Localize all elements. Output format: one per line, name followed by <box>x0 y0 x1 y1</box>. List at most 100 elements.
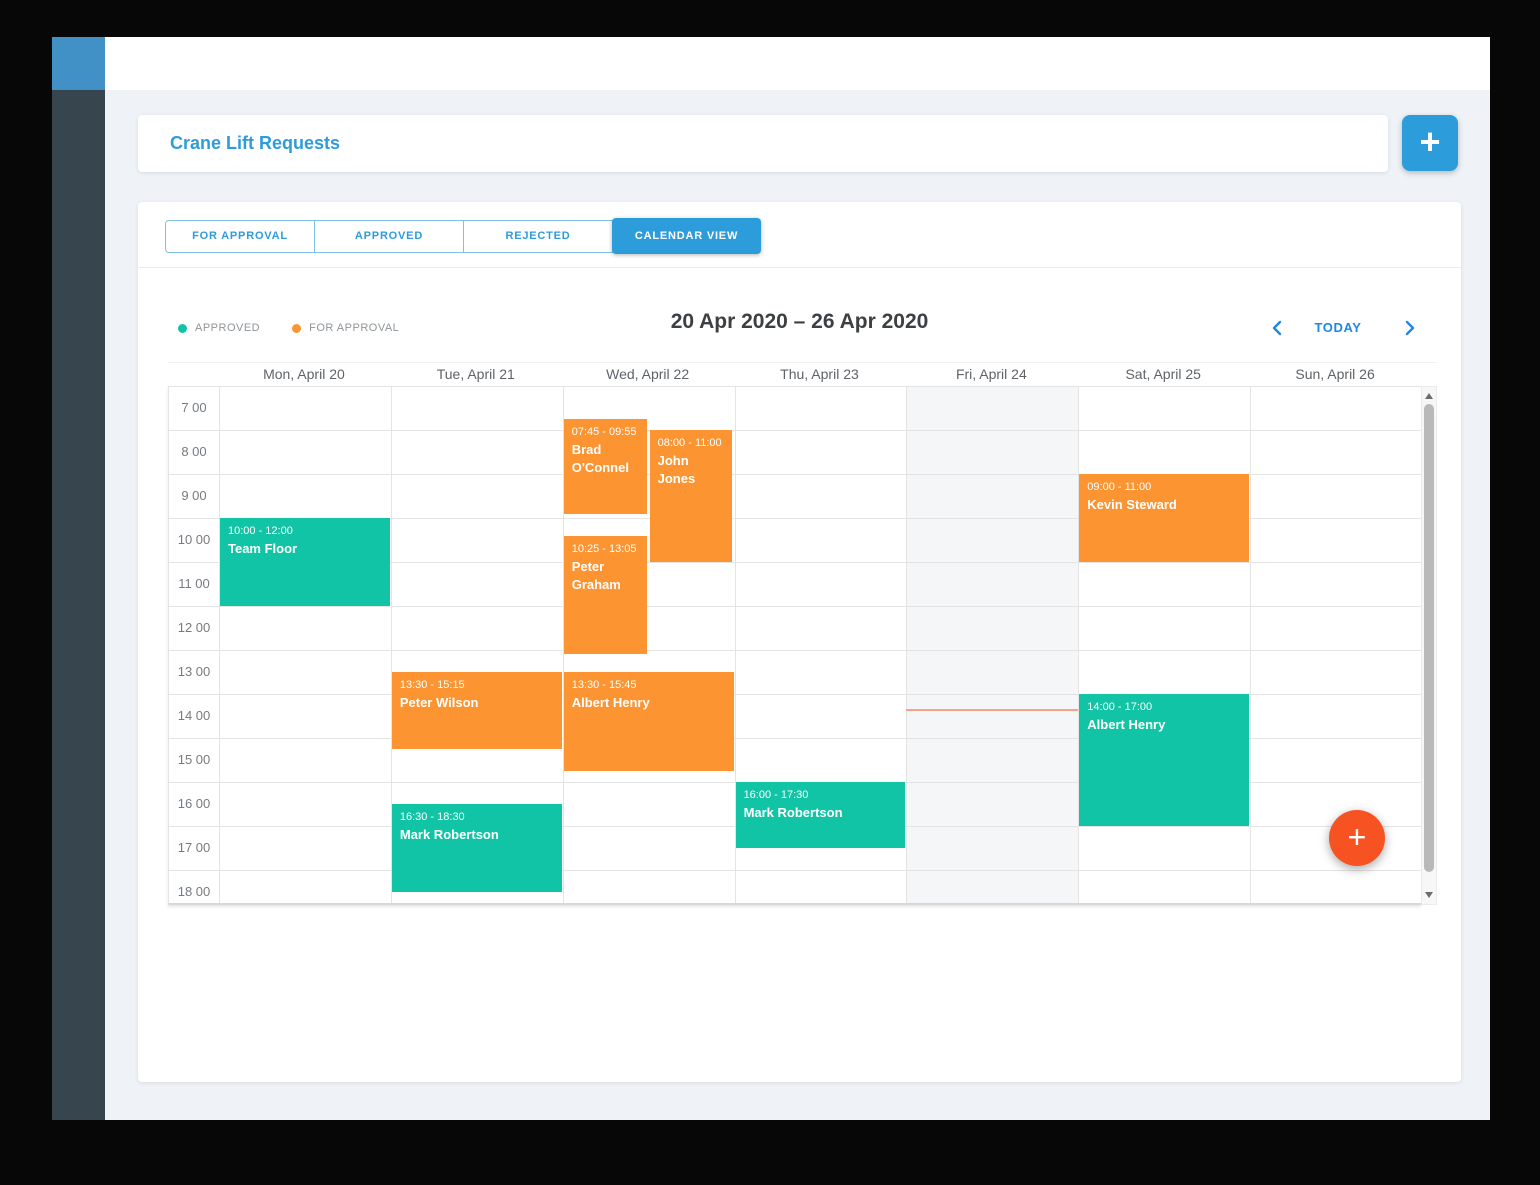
day-column-divider <box>390 386 392 903</box>
event-title: Albert Henry <box>571 695 650 710</box>
current-time-indicator <box>906 708 1079 711</box>
status-legend: APPROVED FOR APPROVAL <box>178 322 399 334</box>
calendar-event[interactable]: 07:45 - 09:55 Brad O'Connel <box>563 419 647 515</box>
hour-row <box>169 518 1421 562</box>
top-navbar <box>105 37 1490 90</box>
event-title: John Jones <box>657 453 696 486</box>
time-label: 11 00 <box>178 576 210 591</box>
calendar-event[interactable]: 08:00 - 11:00 John Jones <box>649 430 732 562</box>
scroll-up-arrow-icon[interactable] <box>1422 389 1436 403</box>
hour-row <box>169 430 1421 474</box>
hour-row <box>169 870 1421 903</box>
next-week-button[interactable] <box>1399 316 1421 343</box>
event-time-range: 16:30 - 18:30 <box>399 811 465 823</box>
plus-icon: + <box>1419 120 1441 162</box>
page-title: Crane Lift Requests <box>170 133 341 153</box>
add-request-button[interactable]: + <box>1402 115 1458 171</box>
calendar-event[interactable]: 09:00 - 11:00 Kevin Steward <box>1079 474 1250 562</box>
calendar-event[interactable]: 16:30 - 18:30 Mark Robertson <box>391 804 562 892</box>
tab-calendar-view[interactable]: CALENDAR VIEW <box>612 218 761 254</box>
tab-for-approval[interactable]: FOR APPROVAL <box>165 219 315 253</box>
tabs-divider <box>138 267 1461 268</box>
day-header: Wed, April 22 <box>606 366 690 382</box>
app-window: Crane Lift Requests + FOR APPROVAL APPROV… <box>52 37 1490 1120</box>
event-title: Team Floor <box>228 541 298 556</box>
for-approval-dot-icon <box>292 323 302 333</box>
day-column[interactable] <box>219 386 391 903</box>
time-label: 13 00 <box>177 664 211 679</box>
day-header-row: Mon, April 20 Tue, April 21 Wed, April 22 T… <box>168 362 1437 386</box>
legend-label: APPROVED <box>195 322 261 334</box>
day-column-divider <box>734 386 736 903</box>
scroll-down-arrow-icon[interactable] <box>1422 888 1436 902</box>
tab-approved[interactable]: APPROVED <box>314 219 464 253</box>
hour-row <box>169 474 1421 518</box>
day-column-divider <box>906 386 908 903</box>
chevron-right-icon <box>1405 320 1415 336</box>
event-time-range: 16:00 - 17:30 <box>743 789 809 801</box>
view-tabs: FOR APPROVAL APPROVED REJECTED CALENDAR VIE… <box>165 217 761 255</box>
event-time-range: 07:45 - 09:55 <box>571 426 637 438</box>
calendar-event[interactable]: 13:30 - 15:15 Peter Wilson <box>391 672 562 749</box>
hour-row <box>169 694 1421 738</box>
time-label: 18 00 <box>177 884 211 899</box>
day-header: Fri, April 24 <box>955 366 1027 382</box>
day-column-divider <box>1250 386 1252 903</box>
sidebar <box>52 90 105 1120</box>
tab-rejected[interactable]: REJECTED <box>463 219 613 253</box>
add-event-fab[interactable]: + <box>1329 810 1385 866</box>
event-time-range: 13:30 - 15:15 <box>399 679 465 691</box>
today-button[interactable]: TODAY <box>1306 314 1370 341</box>
hour-row <box>169 650 1421 694</box>
calendar-event[interactable]: 16:00 - 17:30 Mark Robertson <box>735 782 906 848</box>
main-content-card: FOR APPROVAL APPROVED REJECTED CALENDAR VIE… <box>138 202 1461 1082</box>
time-label: 14 00 <box>177 708 211 723</box>
day-header: Sun, April 26 <box>1295 366 1375 382</box>
hour-row <box>169 738 1421 782</box>
event-title: Mark Robertson <box>399 827 499 842</box>
time-label: 10 00 <box>177 532 211 547</box>
plus-icon: + <box>1347 818 1367 855</box>
calendar-event[interactable]: 14:00 - 17:00 Albert Henry <box>1079 694 1250 826</box>
time-label: 9 00 <box>181 488 207 503</box>
page-header-card: Crane Lift Requests <box>138 115 1388 172</box>
hour-row <box>169 386 1421 430</box>
day-header: Sat, April 25 <box>1125 366 1201 382</box>
hour-row <box>169 606 1421 650</box>
calendar-vertical-scrollbar[interactable] <box>1421 386 1437 905</box>
time-label: 15 00 <box>177 752 211 767</box>
time-gutter-divider <box>219 386 220 903</box>
event-title: Brad O'Connel <box>571 442 629 475</box>
event-title: Mark Robertson <box>743 805 843 820</box>
legend-item-for-approval: FOR APPROVAL <box>292 322 399 334</box>
date-range-title: 20 Apr 2020 – 26 Apr 2020 <box>670 310 929 333</box>
calendar-grid[interactable]: 7 00 8 00 9 00 10 00 11 00 12 00 13 00 14 00 15 … <box>169 386 1421 903</box>
event-title: Kevin Steward <box>1087 497 1177 512</box>
scrollbar-thumb[interactable] <box>1424 404 1434 872</box>
event-time-range: 14:00 - 17:00 <box>1087 701 1153 713</box>
previous-week-button[interactable] <box>1266 316 1288 343</box>
event-title: Peter Wilson <box>399 695 479 710</box>
approved-dot-icon <box>178 323 187 333</box>
day-column[interactable] <box>906 386 1078 903</box>
day-column[interactable] <box>1078 386 1250 903</box>
event-title: Albert Henry <box>1087 717 1166 732</box>
day-header: Mon, April 20 <box>263 366 345 382</box>
calendar-event[interactable]: 10:25 - 13:05 Peter Graham <box>563 536 647 654</box>
event-time-range: 10:25 - 13:05 <box>571 543 637 556</box>
calendar-event[interactable]: 13:30 - 15:45 Albert Henry <box>563 672 734 771</box>
event-time-range: 13:30 - 15:45 <box>571 679 637 691</box>
calendar-event[interactable]: 10:00 - 12:00 Team Floor <box>220 518 390 606</box>
event-time-range: 09:00 - 11:00 <box>1087 481 1152 493</box>
calendar-grid-viewport: 7 00 8 00 9 00 10 00 11 00 12 00 13 00 14 00 15 … <box>168 386 1421 905</box>
chevron-left-icon <box>1272 320 1282 336</box>
legend-item-approved: APPROVED <box>178 322 260 334</box>
day-column-divider <box>1078 386 1080 903</box>
event-time-range: 08:00 - 11:00 <box>657 437 722 449</box>
day-header: Tue, April 21 <box>436 366 515 382</box>
time-label: 7 00 <box>181 400 207 415</box>
week-calendar: Mon, April 20 Tue, April 21 Wed, April 22 T… <box>168 362 1437 905</box>
event-time-range: 10:00 - 12:00 <box>228 525 293 537</box>
day-column-divider <box>562 386 564 903</box>
